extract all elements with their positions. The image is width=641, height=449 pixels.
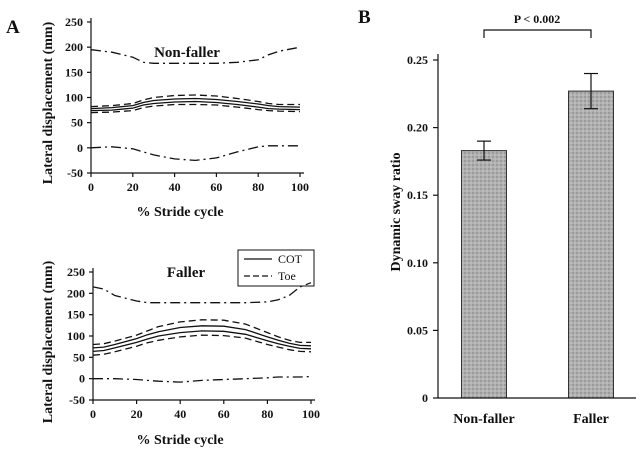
y-tick-label: 50 [71,116,83,130]
x-tick-label: 20 [127,180,139,194]
x-tick-label: 0 [90,407,96,421]
x-tick-label: 100 [291,180,309,194]
y-tick-label: 150 [65,65,83,79]
y-tick-label: 0 [77,141,83,155]
x-tick-label: 20 [131,407,143,421]
y-tick-label: 50 [73,350,85,364]
y-axis-label: Dynamic sway ratio [389,153,404,272]
series-line-dashed [92,334,312,356]
chart-title: Non-faller [154,45,220,61]
y-tick-label: 0 [422,391,428,405]
y-tick-label: -50 [69,393,85,407]
faller-line-chart: Faller -50 0 50 100 150 200 250 0 20 40 60 80 100 % … [41,260,320,448]
x-tick-label: 60 [210,180,222,194]
x-axis-label: % Stride cycle [136,205,223,220]
panel-a-label: A [6,17,20,38]
significance-bracket: P < 0.002 [483,12,592,38]
y-tick-label: 250 [67,265,85,279]
x-tick-label: 40 [174,407,186,421]
legend-cot-label: COT [278,252,303,266]
bar-faller [568,90,614,399]
y-tick-label: 100 [65,91,83,105]
y-tick-label: 200 [65,40,83,54]
panel-b-label: B [358,7,371,28]
series-line-solid [90,97,301,110]
y-tick-label: -50 [67,166,83,180]
x-tick-label: 60 [218,407,230,421]
x-tick-label: 100 [302,407,320,421]
p-value-annotation: P < 0.002 [514,12,561,26]
legend-box [237,249,315,287]
y-tick-label: 0.05 [407,323,428,337]
y-tick-label: 0.15 [407,188,428,202]
legend-toe-label: Toe [278,269,296,283]
x-tick-label: 40 [169,180,181,194]
y-tick-label: 0.20 [407,121,428,135]
y-axis-label: Lateral displacement (mm) [41,260,56,423]
y-axis-label: Lateral displacement (mm) [41,21,56,184]
x-tick-label: 0 [88,180,94,194]
y-tick-label: 0.10 [407,256,428,270]
chart-title: Faller [167,265,206,281]
series-line-dashdot [90,145,300,162]
series-line-dashdot [90,46,301,64]
y-tick-label: 0 [79,372,85,386]
sway-ratio-bar-chart: 0 0.05 0.10 0.15 0.20 0.25 Non-faller Faller Dy… [389,12,636,427]
x-category-label: Faller [573,412,609,427]
series-line-dashed [90,94,300,108]
y-tick-label: 150 [67,308,85,322]
x-category-label: Non-faller [453,412,514,427]
y-tick-label: 0.25 [407,53,428,67]
y-tick-label: 200 [67,286,85,300]
series-line-solid [92,325,312,349]
series-line-dashed [92,319,311,346]
series-line-dashdot [93,375,312,383]
y-tick-label: 100 [67,329,85,343]
bar-non-faller [461,150,507,399]
series-line-dashed [90,103,301,114]
y-tick-label: 250 [65,15,83,29]
series-line-solid [90,100,301,112]
x-tick-label: 80 [252,180,264,194]
significance-bracket-line [483,29,592,38]
series-line-solid [92,330,312,353]
x-axis-label: % Stride cycle [136,433,223,448]
legend: COT Toe [237,249,315,287]
non-faller-line-chart: Non-faller -50 0 50 100 150 200 250 0 20 40 60 80 10… [41,15,309,220]
x-tick-label: 80 [261,407,273,421]
